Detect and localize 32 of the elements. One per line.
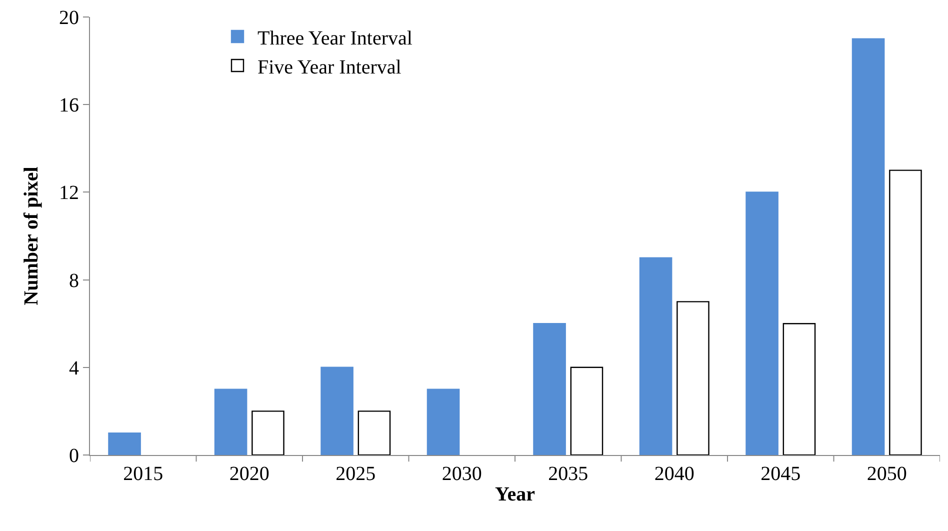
x-axis-title: Year bbox=[495, 484, 536, 506]
bar bbox=[358, 410, 391, 455]
y-tick-label: 12 bbox=[59, 182, 79, 204]
bar bbox=[320, 366, 354, 455]
bar bbox=[533, 323, 566, 455]
y-axis-title: Number of pixel bbox=[20, 166, 42, 306]
bar bbox=[426, 388, 460, 455]
x-tick-label: 2025 bbox=[336, 463, 376, 485]
x-tick-label: 2040 bbox=[654, 463, 694, 485]
x-tick-label: 2030 bbox=[442, 463, 482, 485]
bar bbox=[252, 410, 284, 455]
x-tick-label: 2015 bbox=[123, 463, 164, 485]
y-tick-label: 0 bbox=[69, 445, 79, 467]
bar bbox=[108, 432, 141, 455]
bar bbox=[214, 388, 248, 455]
legend-label: Five Year Interval bbox=[258, 56, 402, 78]
bar bbox=[782, 323, 816, 455]
y-tick-label: 16 bbox=[59, 94, 79, 117]
legend-label: Three Year Interval bbox=[258, 27, 413, 50]
x-tick-label: 2050 bbox=[866, 463, 907, 485]
bar bbox=[852, 38, 885, 455]
bar bbox=[746, 192, 778, 455]
x-tick-label: 2020 bbox=[229, 463, 270, 485]
x-tick-label: 2035 bbox=[548, 463, 588, 485]
y-tick-label: 4 bbox=[69, 357, 79, 380]
x-tick-label: 2045 bbox=[760, 463, 801, 485]
bar bbox=[639, 257, 672, 455]
y-tick-label: 20 bbox=[59, 7, 79, 29]
y-tick-label: 8 bbox=[69, 270, 79, 292]
bar bbox=[676, 301, 710, 455]
bar bbox=[889, 170, 922, 455]
bar bbox=[570, 366, 604, 455]
